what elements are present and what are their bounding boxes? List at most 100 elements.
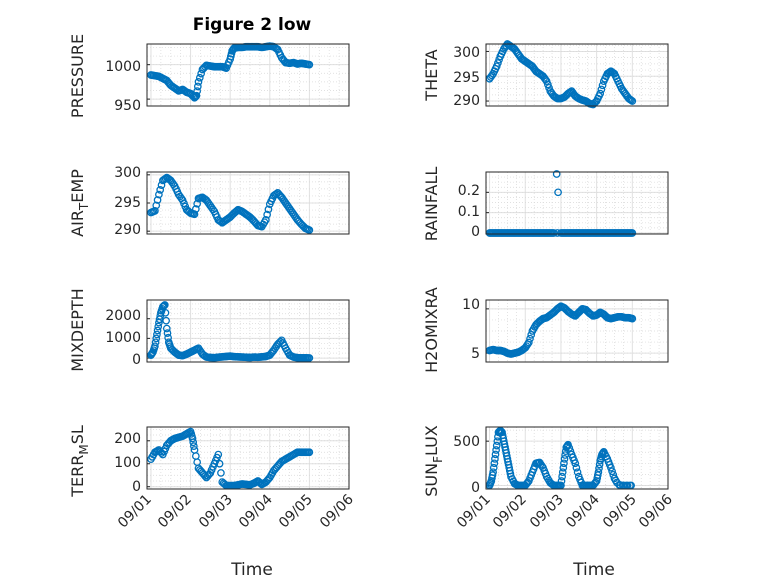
terr-msl-marker bbox=[215, 459, 224, 468]
sun-flux-marker bbox=[559, 463, 568, 472]
sun-flux-marker bbox=[573, 468, 582, 477]
terr-msl-marker bbox=[271, 465, 279, 473]
air-temp-marker bbox=[231, 208, 240, 216]
mixdepth-marks bbox=[147, 301, 314, 362]
rainfall-ytick-0: 0 bbox=[471, 224, 480, 240]
air-temp-marker bbox=[156, 185, 165, 194]
sun-flux-marker bbox=[491, 450, 500, 459]
pressure-ylabel: PRESSURE bbox=[68, 34, 87, 118]
air-temp-marker bbox=[263, 210, 271, 219]
air-temp-marker bbox=[271, 190, 279, 199]
rainfall-marker bbox=[623, 229, 632, 237]
terr-msl-marker bbox=[195, 466, 204, 474]
mixdepth-marker bbox=[154, 322, 163, 331]
sun-flux-marker bbox=[498, 431, 507, 440]
sun-flux-marks bbox=[485, 426, 635, 490]
terr-msl-marker bbox=[304, 448, 312, 457]
theta-marker bbox=[494, 59, 502, 67]
sun-flux-marker bbox=[505, 466, 514, 475]
rainfall-marker bbox=[554, 188, 562, 197]
mixdepth-ylabel: MIXDEPTH bbox=[68, 288, 87, 371]
sun-flux-marker bbox=[595, 464, 603, 473]
pressure-ytick-1000: 1000 bbox=[105, 59, 141, 75]
air-temp-marker bbox=[283, 201, 291, 209]
mixdepth-marker bbox=[153, 326, 162, 335]
air-temp-ytick-290: 290 bbox=[114, 222, 141, 238]
air-temp-marker bbox=[149, 207, 158, 216]
sun-flux-marker bbox=[608, 467, 616, 476]
terr-msl-marker bbox=[164, 439, 172, 448]
figure-title: Figure 2 low bbox=[193, 15, 312, 35]
rainfall-grid bbox=[486, 171, 669, 234]
terr-msl-marker bbox=[203, 472, 212, 480]
air-temp-marker bbox=[176, 192, 184, 201]
theta-marker bbox=[597, 85, 606, 94]
pressure-axes: 1000 950 PRESSURE bbox=[68, 34, 350, 118]
air-temp-marker bbox=[304, 225, 312, 234]
mixdepth-marker bbox=[160, 301, 169, 310]
air-temp-grid bbox=[147, 172, 350, 234]
theta-marker bbox=[486, 73, 495, 81]
air-temp-marker bbox=[275, 190, 283, 199]
terr-msl-marker bbox=[213, 453, 221, 462]
pressure-marker bbox=[193, 87, 202, 95]
air-temp-axes: 300 295 290 AIRTEMP bbox=[68, 165, 350, 238]
terr-msl-marker bbox=[190, 442, 198, 450]
sun-flux-marker bbox=[492, 441, 501, 450]
terr-msl-marker bbox=[201, 472, 209, 480]
air-temp-marks bbox=[147, 173, 314, 234]
mixdepth-ytick-0: 0 bbox=[132, 352, 141, 368]
rainfall-marks bbox=[485, 170, 637, 237]
sun-flux-marker bbox=[558, 472, 566, 481]
mixdepth-marker bbox=[162, 324, 171, 333]
sun-flux-marker bbox=[572, 463, 581, 472]
mixdepth-marker bbox=[161, 308, 170, 317]
terr-msl-marker bbox=[193, 458, 202, 467]
air-temp-marker bbox=[152, 201, 161, 210]
terr-msl-ylabel: TERRMSL bbox=[68, 425, 91, 498]
theta-marker bbox=[544, 80, 552, 89]
sun-flux-marker bbox=[560, 455, 569, 463]
pressure-marks bbox=[147, 42, 314, 102]
sun-flux-xlabel: Time bbox=[572, 560, 615, 580]
pressure-ytick-950: 950 bbox=[114, 98, 141, 114]
pressure-marker bbox=[194, 78, 203, 86]
theta-ytick-300: 300 bbox=[453, 45, 480, 61]
pressure-marker bbox=[164, 78, 172, 86]
sun-flux-marker bbox=[558, 468, 567, 477]
rainfall-marker bbox=[545, 229, 553, 237]
terr-msl-marker bbox=[256, 479, 265, 488]
air-temp-marker bbox=[294, 217, 303, 226]
terr-msl-ytick-200: 200 bbox=[114, 431, 141, 447]
h2omixra-marker bbox=[554, 304, 563, 312]
theta-ytick-295: 295 bbox=[453, 70, 480, 86]
sun-flux-marker bbox=[502, 449, 511, 457]
air-temp-marker bbox=[161, 174, 170, 183]
sun-flux-marker bbox=[590, 480, 599, 488]
h2omixra-ytick-10: 10 bbox=[462, 297, 480, 313]
sun-flux-marker bbox=[557, 477, 566, 485]
pressure-marker bbox=[193, 82, 202, 91]
sun-flux-marker bbox=[488, 474, 496, 482]
theta-marker bbox=[627, 96, 635, 105]
sun-flux-marker bbox=[489, 463, 498, 472]
theta-marker bbox=[598, 81, 607, 90]
pressure-marker bbox=[191, 92, 200, 101]
air-temp-ylabel: AIRTEMP bbox=[68, 169, 91, 237]
theta-marker bbox=[590, 99, 599, 108]
sun-flux-ytick-500: 500 bbox=[453, 434, 480, 450]
sun-flux-marker bbox=[570, 456, 578, 465]
sun-flux-marker bbox=[500, 440, 509, 448]
rainfall-marker bbox=[552, 170, 561, 178]
theta-marker bbox=[616, 82, 625, 91]
theta-axes: 300 295 290 THETA bbox=[422, 40, 669, 109]
mixdepth-ytick-1000: 1000 bbox=[105, 330, 141, 346]
rainfall-ylabel: RAINFALL bbox=[422, 167, 441, 242]
pressure-marker bbox=[227, 49, 236, 58]
terr-msl-marker bbox=[275, 460, 283, 469]
terr-msl-marker bbox=[300, 448, 308, 457]
theta-marker bbox=[540, 74, 549, 82]
rainfall-ytick-0.2: 0.2 bbox=[458, 183, 480, 199]
sun-flux-marker bbox=[491, 455, 499, 463]
mixdepth-marker bbox=[152, 334, 161, 343]
